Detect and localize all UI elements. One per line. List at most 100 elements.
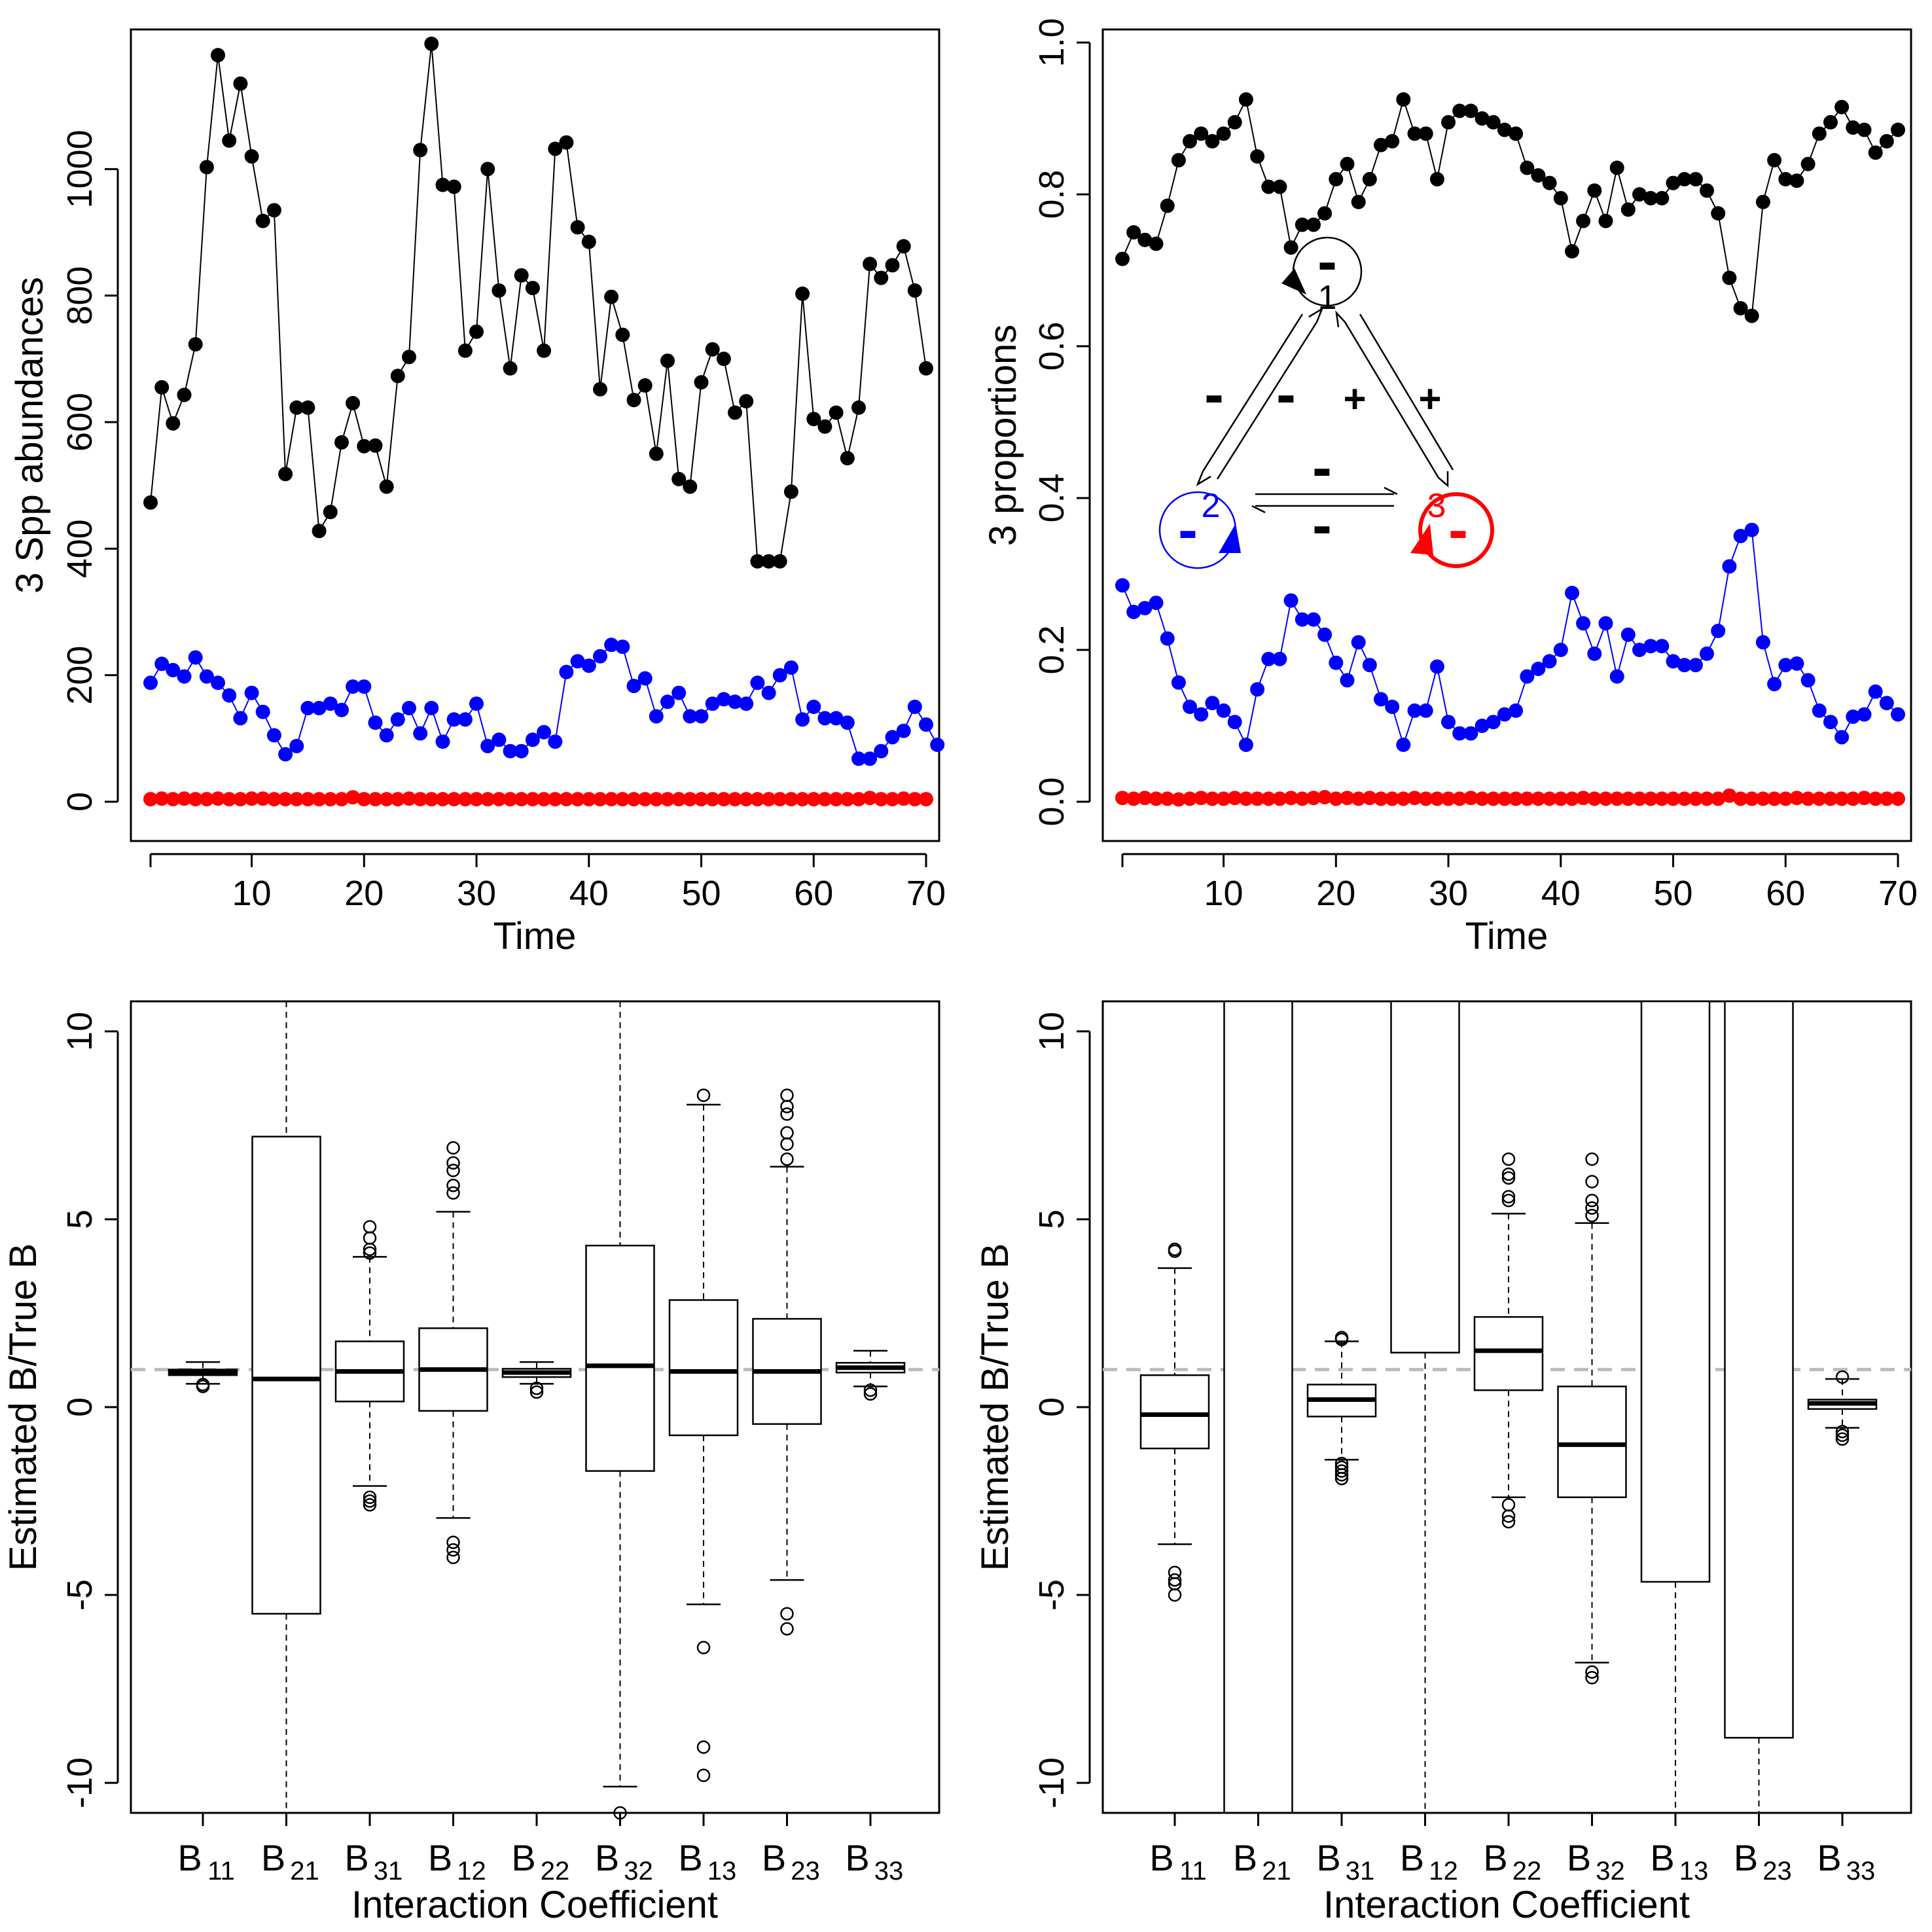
outlier-point [1501, 1514, 1516, 1529]
outlier-point [446, 1186, 460, 1200]
data-point [1643, 791, 1658, 806]
data-point [244, 149, 259, 164]
data-point [1283, 593, 1298, 608]
data-point [851, 751, 866, 766]
data-point [649, 446, 664, 461]
outlier-point [446, 1164, 460, 1177]
y-axis-label: 3 proportions [982, 325, 1024, 546]
data-point [1688, 658, 1703, 673]
data-point [626, 792, 641, 807]
data-point [671, 792, 687, 807]
data-point [1789, 656, 1804, 671]
y-axis-label: Estimated B/True B [974, 1243, 1016, 1571]
data-point [1711, 206, 1726, 221]
data-point [1396, 791, 1411, 806]
data-point [492, 732, 507, 747]
data-point [1542, 791, 1557, 806]
data-point [1755, 635, 1770, 650]
data-point [1632, 187, 1647, 202]
data-point [537, 792, 552, 807]
data-point [1306, 217, 1321, 232]
data-point [289, 738, 304, 753]
outlier-point [696, 1088, 711, 1102]
outlier-point [780, 1622, 794, 1636]
data-point [570, 220, 585, 235]
outlier-point [363, 1242, 377, 1257]
data-point [154, 791, 170, 806]
data-point [1857, 707, 1872, 722]
y-tick-label: 0 [1032, 1397, 1071, 1417]
edge-2-3 [1251, 486, 1398, 514]
data-point [930, 738, 945, 752]
data-point [188, 650, 203, 665]
data-point [604, 637, 619, 653]
data-point [537, 724, 552, 740]
x-tick-label: 50 [1653, 874, 1692, 913]
data-point [1789, 791, 1804, 806]
data-point [1329, 791, 1344, 806]
data-point [1767, 152, 1782, 168]
data-point [1295, 791, 1310, 806]
data-point [570, 792, 585, 807]
data-point [1509, 703, 1524, 718]
data-point [840, 451, 855, 466]
data-point [1149, 791, 1164, 806]
y-tick-label: 10 [1032, 1012, 1071, 1051]
self-loop-node-2 [1158, 491, 1237, 569]
x-tick-label: B [845, 1837, 869, 1878]
data-point [1778, 171, 1793, 187]
data-point [1632, 643, 1647, 657]
data-point [300, 700, 315, 715]
data-point [446, 712, 461, 727]
plot-frame [1101, 28, 1912, 842]
data-point [1677, 658, 1692, 673]
x-tick-label: B [762, 1837, 786, 1878]
data-point [1137, 791, 1153, 806]
data-point [1834, 730, 1850, 745]
data-point [1261, 179, 1276, 194]
data-point [177, 791, 192, 806]
data-point [379, 792, 394, 807]
data-point [874, 743, 889, 759]
data-point [1126, 791, 1141, 806]
outlier-point [1168, 1573, 1182, 1587]
data-point [817, 711, 832, 726]
outlier-point [1501, 1194, 1516, 1208]
data-point [795, 712, 810, 727]
data-point [1733, 791, 1748, 806]
data-point [1587, 183, 1602, 198]
data-point [1216, 703, 1231, 718]
data-point [255, 213, 270, 228]
data-point [761, 792, 776, 807]
data-point [716, 692, 731, 707]
data-point [357, 792, 372, 807]
outlier-point [1334, 1464, 1349, 1478]
self-loop-arrowhead-1 [1281, 268, 1306, 295]
data-point [885, 792, 900, 807]
data-point [559, 135, 574, 150]
data-point [1655, 791, 1670, 806]
x-tick-label: B [1149, 1837, 1173, 1878]
data-point [1620, 202, 1636, 217]
x-axis-label: Time [1465, 915, 1548, 957]
data-point [637, 671, 653, 686]
box [585, 1244, 655, 1472]
data-point [604, 289, 619, 304]
data-point [1227, 115, 1242, 130]
outlier-point [446, 1141, 460, 1155]
data-point [637, 792, 653, 807]
data-point [1620, 627, 1636, 642]
data-point [469, 792, 484, 807]
data-point [334, 702, 349, 717]
outlier-point [1585, 1208, 1599, 1223]
data-point [1194, 791, 1209, 806]
data-point [593, 382, 607, 397]
data-point [1475, 719, 1490, 733]
data-point [278, 747, 293, 762]
data-point [1385, 700, 1400, 714]
data-point [537, 343, 552, 358]
data-point [1688, 171, 1703, 187]
edge-sign-1-on-2: - [1276, 362, 1296, 427]
